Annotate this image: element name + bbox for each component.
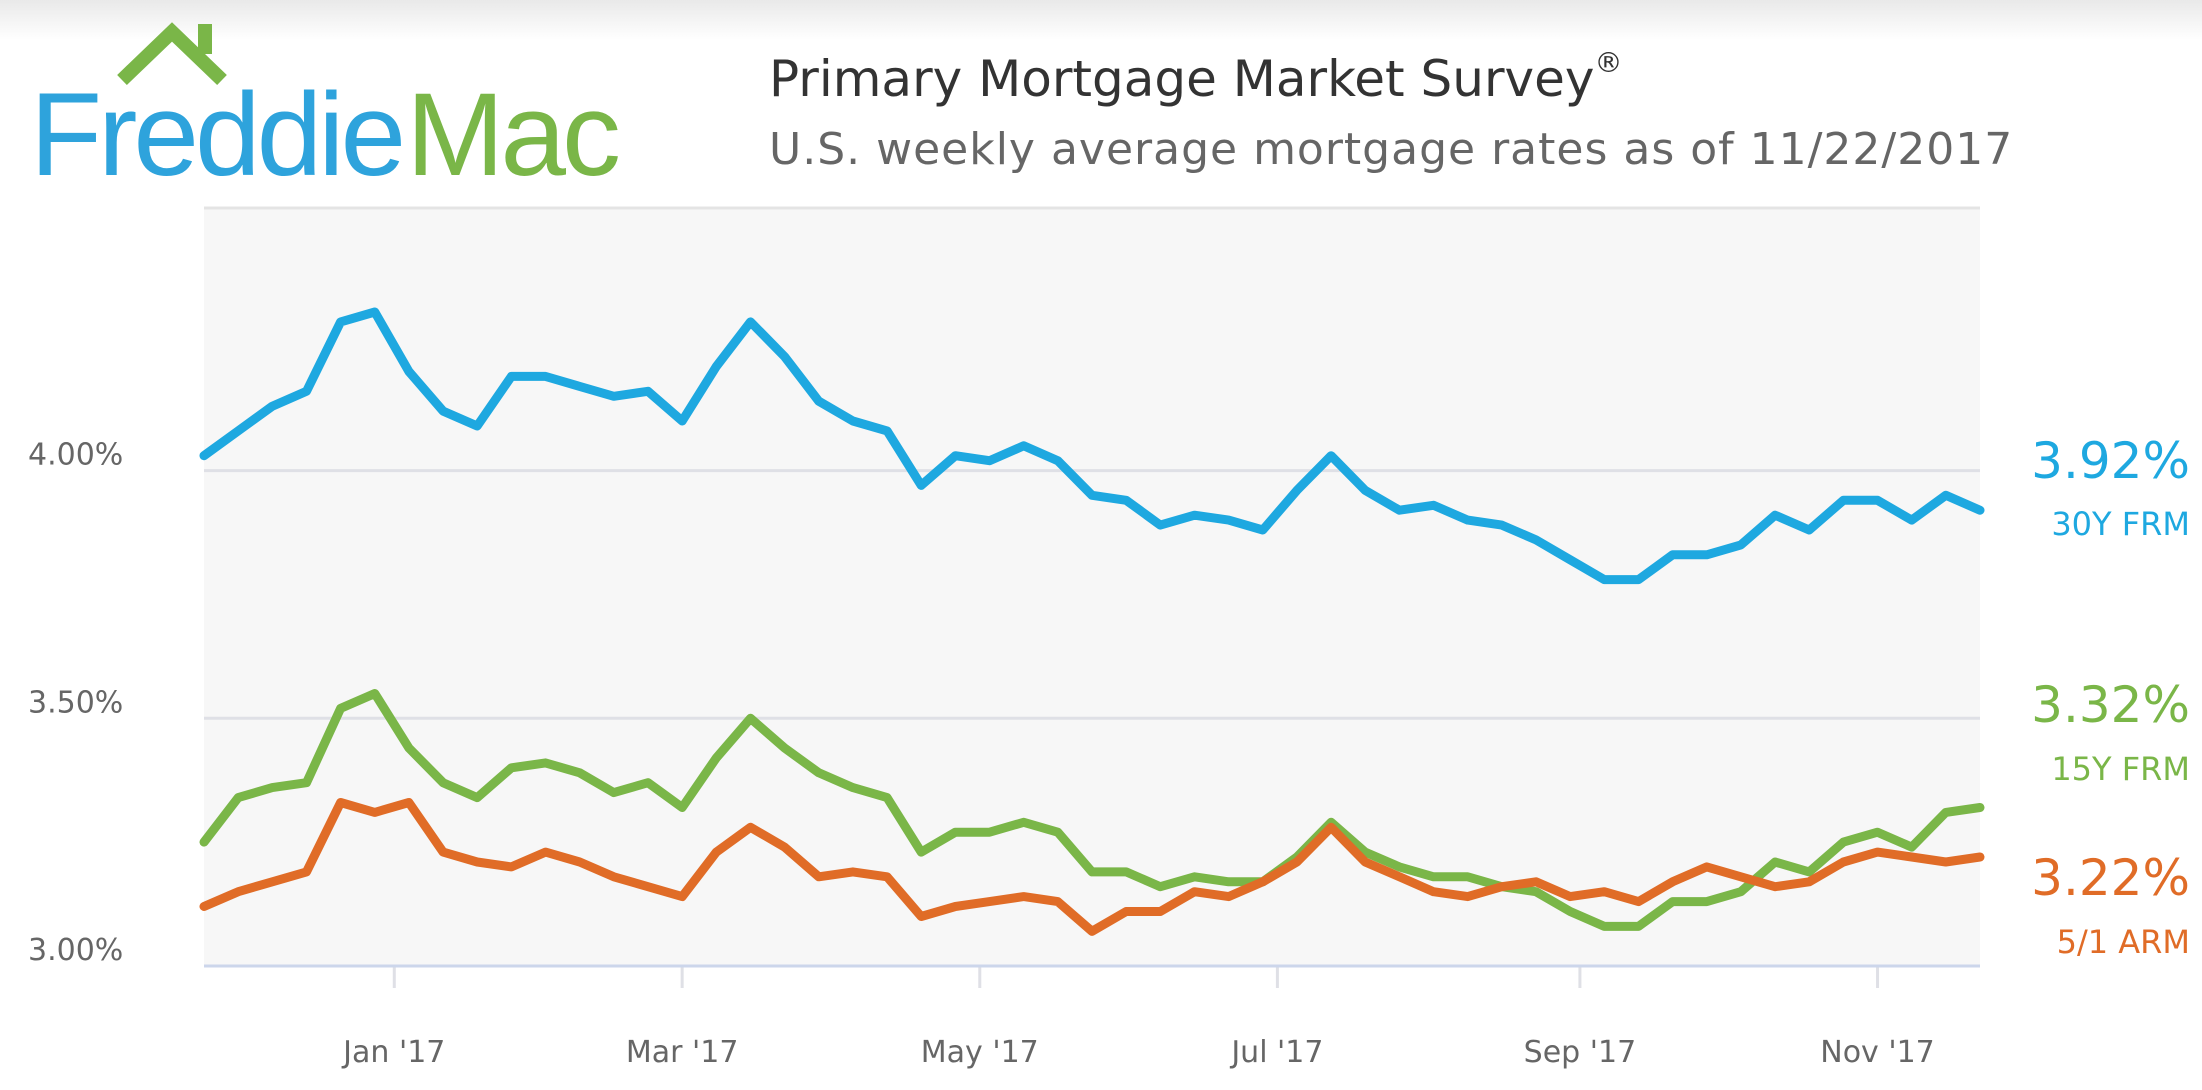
logo-mac: Mac: [406, 69, 621, 201]
series-name-label: 5/1 ARM: [2057, 923, 2190, 961]
series-name-label: 30Y FRM: [2051, 505, 2190, 543]
x-tick-label: Jul '17: [1229, 1035, 1323, 1070]
x-tick-label: Sep '17: [1524, 1035, 1637, 1070]
registered-mark: ®: [1594, 46, 1623, 79]
x-tick-label: Mar '17: [626, 1035, 739, 1070]
latest-value-label: 3.32%: [2031, 676, 2190, 734]
house-roof-icon: [117, 22, 227, 86]
latest-value-label: 3.92%: [2031, 432, 2190, 490]
top-shadow-band: [0, 0, 2202, 40]
x-tick-label: May '17: [921, 1035, 1039, 1070]
chart-subtitle: U.S. weekly average mortgage rates as of…: [769, 124, 2014, 175]
series-name-label: 15Y FRM: [2051, 750, 2190, 788]
freddie-mac-logo: FreddieMac: [30, 18, 710, 194]
logo-wordmark: FreddieMac: [30, 76, 621, 194]
series-line-15y-frm: [199, 689, 1985, 931]
x-tick-label: Nov '17: [1820, 1035, 1935, 1070]
logo-freddie: Freddie: [30, 69, 406, 201]
y-tick-label: 3.00%: [28, 933, 123, 968]
y-tick-label: 3.50%: [28, 685, 123, 720]
plot-area: [204, 208, 1980, 966]
chart-title: Primary Mortgage Market Survey®: [769, 46, 1622, 108]
series-line-30y-frm: [199, 307, 1985, 585]
latest-value-label: 3.22%: [2031, 849, 2190, 907]
y-tick-label: 4.00%: [28, 438, 123, 473]
series-line-5-1-arm: [199, 798, 1985, 936]
chart-title-text: Primary Mortgage Market Survey: [769, 50, 1595, 108]
x-tick-label: Jan '17: [341, 1035, 445, 1070]
